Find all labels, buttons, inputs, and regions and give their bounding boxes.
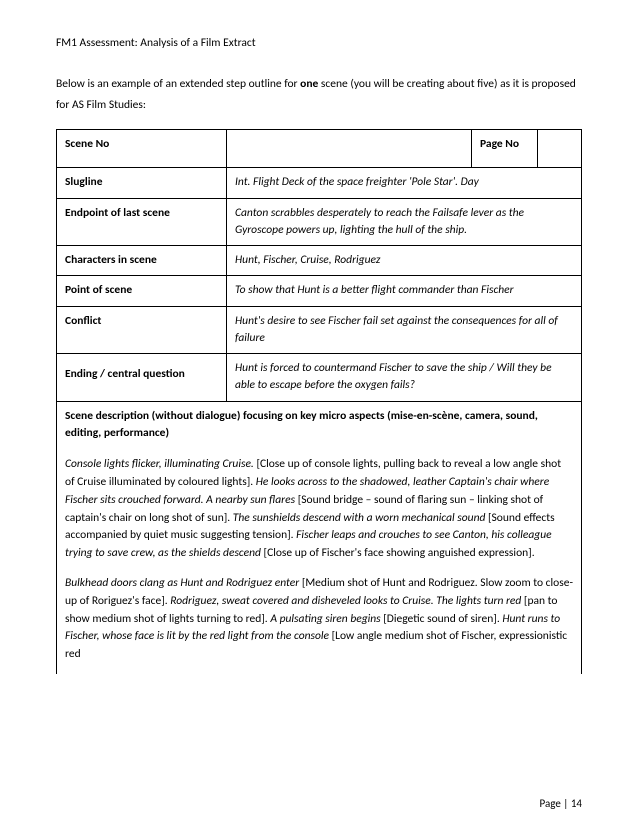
- page-footer: Page | 14: [540, 797, 582, 810]
- description-cell: Scene description (without dialogue) foc…: [57, 401, 582, 674]
- p2-i2: Rodriguez, sweat covered and disheveled …: [170, 594, 521, 608]
- scene-no-row: Scene No Page No: [57, 130, 582, 168]
- intro-part1: Below is an example of an extended step …: [56, 77, 300, 91]
- document-page: FM1 Assessment: Analysis of a Film Extra…: [0, 0, 638, 826]
- characters-row: Characters in scene Hunt, Fischer, Cruis…: [57, 246, 582, 276]
- description-heading: Scene description (without dialogue) foc…: [65, 408, 573, 443]
- p2-i1: Bulkhead doors clang as Hunt and Rodrigu…: [65, 576, 299, 590]
- page-header: FM1 Assessment: Analysis of a Film Extra…: [56, 36, 582, 50]
- scene-outline-table: Scene No Page No Slugline Int. Flight De…: [56, 129, 582, 674]
- conflict-row: Conflict Hunt's desire to see Fischer fa…: [57, 306, 582, 354]
- endpoint-label: Endpoint of last scene: [57, 198, 227, 246]
- p1-n4: [Close up of Fischer's face showing angu…: [261, 546, 535, 560]
- description-para-1: Console lights flicker, illuminating Cru…: [65, 456, 573, 563]
- slugline-row: Slugline Int. Flight Deck of the space f…: [57, 168, 582, 198]
- ending-row: Ending / central question Hunt is forced…: [57, 354, 582, 402]
- p1-i1: Console lights flicker, illuminating Cru…: [65, 457, 254, 471]
- p2-i3: A pulsating siren begins: [270, 612, 380, 626]
- intro-bold: one: [300, 77, 318, 91]
- ending-value: Hunt is forced to countermand Fischer to…: [227, 354, 582, 402]
- conflict-label: Conflict: [57, 306, 227, 354]
- slugline-value: Int. Flight Deck of the space freighter …: [227, 168, 582, 198]
- description-row: Scene description (without dialogue) foc…: [57, 401, 582, 674]
- slugline-label: Slugline: [57, 168, 227, 198]
- characters-value: Hunt, Fischer, Cruise, Rodriguez: [227, 246, 582, 276]
- scene-no-label: Scene No: [57, 130, 227, 168]
- page-no-value: [538, 130, 582, 168]
- endpoint-row: Endpoint of last scene Canton scrabbles …: [57, 198, 582, 246]
- p2-n3: [Diegetic sound of siren].: [381, 612, 503, 626]
- intro-text: Below is an example of an extended step …: [56, 74, 582, 115]
- point-row: Point of scene To show that Hunt is a be…: [57, 276, 582, 306]
- p1-i3: The sunshields descend with a worn mecha…: [233, 511, 486, 525]
- conflict-value: Hunt's desire to see Fischer fail set ag…: [227, 306, 582, 354]
- point-value: To show that Hunt is a better flight com…: [227, 276, 582, 306]
- point-label: Point of scene: [57, 276, 227, 306]
- description-para-2: Bulkhead doors clang as Hunt and Rodrigu…: [65, 575, 573, 664]
- page-no-label: Page No: [472, 130, 538, 168]
- characters-label: Characters in scene: [57, 246, 227, 276]
- scene-no-value: [227, 130, 472, 168]
- ending-label: Ending / central question: [57, 354, 227, 402]
- endpoint-value: Canton scrabbles desperately to reach th…: [227, 198, 582, 246]
